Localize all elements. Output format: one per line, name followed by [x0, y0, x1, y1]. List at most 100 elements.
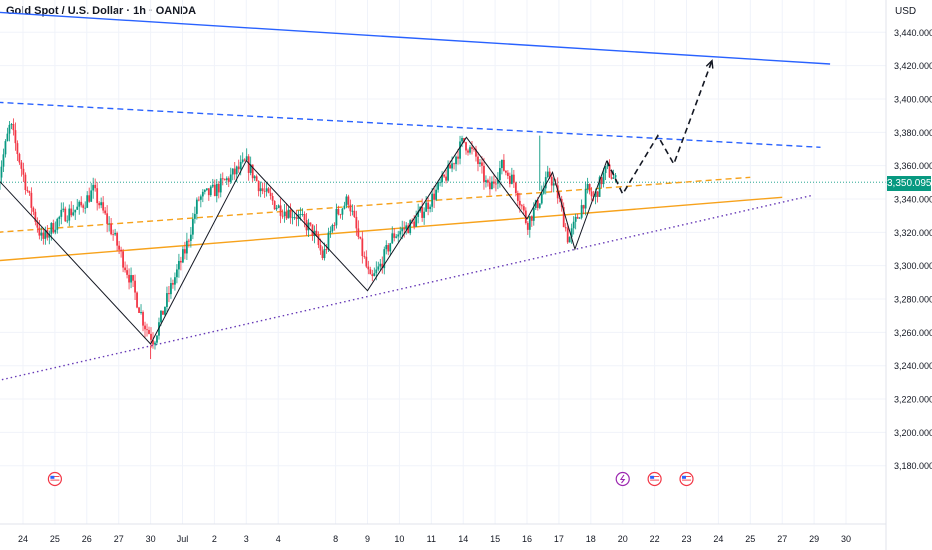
candle-body — [211, 184, 214, 187]
candle-body — [487, 180, 489, 183]
candle-body — [219, 178, 222, 193]
price-tick-label: 3,380.000 — [894, 128, 932, 138]
candle-body — [223, 179, 226, 181]
candle-body — [357, 228, 360, 237]
candle-body — [257, 181, 260, 192]
candle-body — [265, 188, 268, 192]
candle-body — [235, 166, 238, 175]
candle-body — [174, 277, 176, 285]
candle-body — [379, 263, 382, 267]
candle-body — [96, 188, 99, 204]
candle-body — [150, 333, 152, 340]
candle-body — [122, 251, 124, 268]
time-tick-label: 10 — [394, 534, 404, 544]
price-tick-label: 3,300.000 — [894, 261, 932, 271]
candle-body — [98, 203, 101, 206]
time-tick-label: 11 — [427, 534, 436, 544]
time-tick-label: 25 — [745, 534, 755, 544]
candle-body — [140, 312, 142, 313]
candle-body — [465, 142, 467, 151]
time-tick-label: 15 — [490, 534, 500, 544]
candle-body — [600, 177, 603, 185]
candle-body — [88, 195, 91, 202]
candle-body — [311, 224, 314, 237]
price-tick-label: 3,440.000 — [894, 28, 932, 38]
candle-body — [369, 269, 372, 275]
candle-body — [32, 207, 35, 212]
price-tick-label: 3,280.000 — [894, 295, 932, 305]
candle-body — [10, 124, 13, 125]
candle-body — [522, 206, 525, 211]
candle-body — [291, 217, 294, 219]
candle-body — [562, 207, 565, 228]
candle-body — [331, 225, 334, 232]
candle-body — [391, 233, 394, 244]
candle-body — [72, 212, 75, 216]
candle-body — [329, 231, 332, 233]
price-tick-label: 3,260.000 — [894, 328, 932, 338]
candle-body — [146, 329, 148, 331]
candle-body — [156, 335, 158, 343]
price-tick-label: 3,240.000 — [894, 361, 932, 371]
candle-body — [289, 209, 292, 218]
candle-body — [307, 222, 310, 231]
candle-body — [568, 237, 571, 243]
candle-body — [303, 214, 306, 220]
candle-body — [6, 133, 9, 142]
candle-body — [471, 147, 473, 149]
candle-body — [443, 174, 445, 177]
time-tick-label: 27 — [114, 534, 124, 544]
candle-body — [241, 159, 244, 162]
candle-body — [341, 208, 344, 215]
candle-body — [586, 183, 589, 189]
candle-body — [275, 207, 278, 210]
time-tick-label: 24 — [18, 534, 28, 544]
candle-body — [606, 164, 609, 167]
time-tick-label: 3 — [244, 534, 249, 544]
candle-body — [383, 249, 386, 269]
us-flag-icon[interactable] — [647, 471, 662, 487]
candle-body — [481, 162, 483, 166]
candle-body — [52, 223, 55, 233]
us-flag-icon[interactable] — [47, 471, 63, 487]
candle-body — [514, 182, 517, 194]
candle-body — [483, 165, 485, 183]
candle-body — [550, 176, 553, 186]
us-flag-icon[interactable] — [679, 471, 694, 487]
candle-body — [582, 205, 585, 209]
price-axis: 3,180.000 3,200.000 3,220.000 3,240.000 3,26… — [894, 28, 932, 471]
candle-body — [255, 176, 258, 182]
candle-body — [546, 171, 549, 178]
candle-body — [2, 154, 5, 167]
candle-body — [337, 209, 340, 215]
candle-body — [30, 192, 33, 208]
candle-body — [237, 166, 240, 170]
candle-body — [166, 293, 168, 307]
time-tick-label: 8 — [333, 534, 338, 544]
candle-body — [293, 217, 296, 218]
candle-body — [74, 209, 77, 213]
candle-body — [445, 176, 447, 181]
candle-body — [229, 174, 232, 182]
candle-body — [285, 211, 288, 219]
candle-body — [588, 183, 591, 192]
candle-body — [359, 236, 362, 239]
candle-body — [564, 227, 567, 229]
candle-body — [213, 184, 216, 197]
candle-body — [217, 183, 220, 193]
candle-body — [495, 183, 497, 185]
candle-body — [18, 154, 21, 163]
candle-body — [506, 172, 509, 176]
lightning-icon[interactable] — [615, 471, 630, 487]
candle-body — [580, 205, 583, 218]
candle-body — [572, 221, 575, 229]
candle-body — [132, 275, 134, 281]
candle-body — [431, 193, 434, 207]
candle-body — [4, 141, 7, 155]
candle-body — [38, 227, 41, 236]
candle-body — [104, 210, 107, 214]
candle-body — [82, 205, 85, 208]
candle-body — [22, 168, 25, 175]
currency-label[interactable]: USD — [895, 6, 917, 17]
